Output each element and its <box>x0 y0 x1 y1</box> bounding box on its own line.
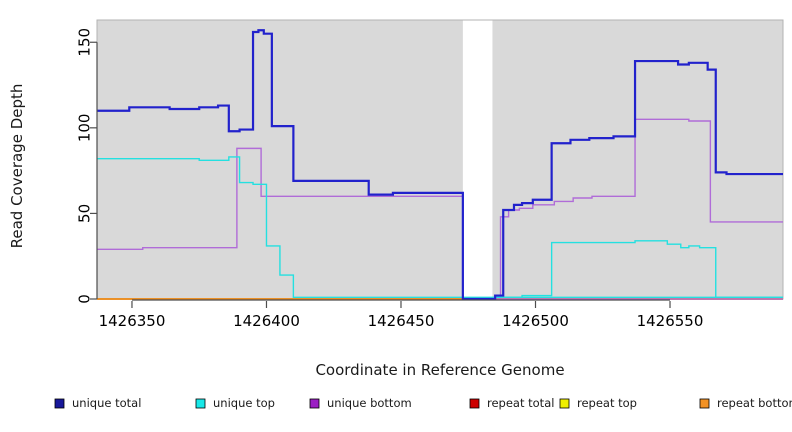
series-unique-bottom-right <box>492 118 783 300</box>
legend-item-unique-bottom: unique bottom <box>309 396 412 410</box>
legend-label: unique bottom <box>327 396 412 410</box>
y-tick-label: 0 <box>76 294 94 304</box>
legend-item-unique-top: unique top <box>195 396 275 410</box>
series-unique-total <box>97 29 783 301</box>
series-unique-top <box>97 156 783 298</box>
series-unique-bottom <box>97 147 783 300</box>
tick-label-layer: 0 50 100 150 1426350 1426400 1426450 1426500 142… <box>76 28 704 330</box>
legend-item-repeat-top: repeat top <box>559 396 637 410</box>
chart-legend: unique total unique top unique bottom repea… <box>54 396 792 410</box>
axis-layer <box>90 41 671 308</box>
y-tick-label: 50 <box>76 204 94 223</box>
legend-label: unique top <box>213 396 275 410</box>
x-tick-label: 1426350 <box>99 312 166 330</box>
series-layer <box>97 29 783 301</box>
legend-swatch <box>54 398 65 409</box>
legend-swatch <box>469 398 480 409</box>
legend-swatch <box>699 398 710 409</box>
legend-item-repeat-total: repeat total <box>469 396 554 410</box>
x-tick-label: 1426400 <box>233 312 300 330</box>
legend-label: repeat total <box>487 396 554 410</box>
legend-item-repeat-bottom: repeat bottom <box>699 396 792 410</box>
x-tick-label: 1426450 <box>368 312 435 330</box>
legend-item-unique-total: unique total <box>54 396 141 410</box>
plot-panel <box>96 19 784 300</box>
shaded-region-1 <box>492 20 783 299</box>
legend-swatch <box>309 398 320 409</box>
x-tick-label: 1426500 <box>502 312 569 330</box>
legend-label: repeat bottom <box>717 396 792 410</box>
y-tick-label: 150 <box>76 28 94 57</box>
series-unique-top-right <box>492 240 783 298</box>
legend-label: repeat top <box>577 396 637 410</box>
legend-label: unique total <box>72 396 141 410</box>
legend-swatch <box>559 398 570 409</box>
x-tick-label: 1426550 <box>637 312 704 330</box>
x-axis-title: Coordinate in Reference Genome <box>315 361 564 379</box>
legend-swatch <box>195 398 206 409</box>
y-axis-title: Read Coverage Depth <box>8 84 26 249</box>
y-tick-label: 100 <box>76 114 94 143</box>
